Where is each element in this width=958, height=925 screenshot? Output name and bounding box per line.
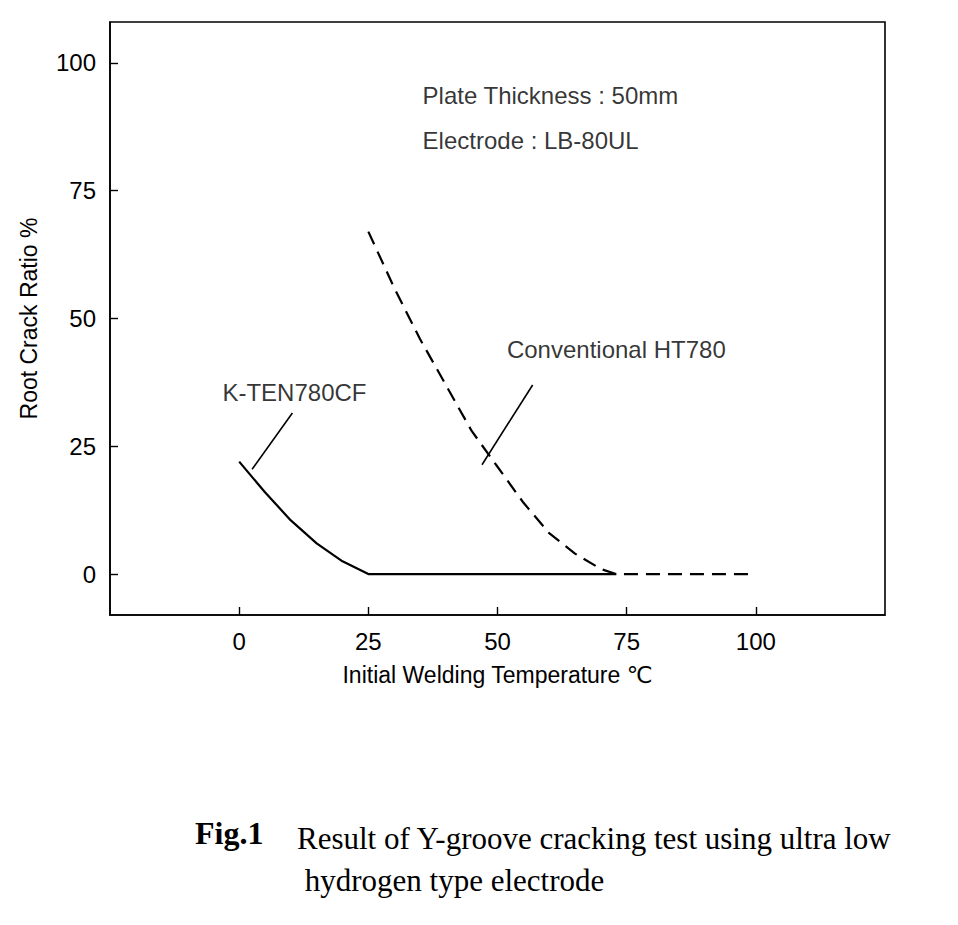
svg-text:Fig.1: Fig.1 bbox=[195, 815, 263, 851]
svg-text:0: 0 bbox=[83, 561, 96, 588]
svg-text:hydrogen type electrode: hydrogen type electrode bbox=[297, 863, 604, 898]
svg-text:Conventional HT780: Conventional HT780 bbox=[507, 336, 726, 363]
svg-text:25: 25 bbox=[69, 433, 96, 460]
svg-text:K-TEN780CF: K-TEN780CF bbox=[222, 379, 366, 406]
svg-text:100: 100 bbox=[56, 49, 96, 76]
svg-text:Electrode : LB-80UL: Electrode : LB-80UL bbox=[423, 127, 639, 154]
svg-text:Plate Thickness : 50mm: Plate Thickness : 50mm bbox=[423, 82, 679, 109]
svg-text:Root Crack Ratio %: Root Crack Ratio % bbox=[16, 218, 42, 420]
svg-text:50: 50 bbox=[484, 628, 511, 655]
svg-text:25: 25 bbox=[355, 628, 382, 655]
svg-text:Result of Y-groove cracking te: Result of Y-groove cracking test using u… bbox=[297, 821, 891, 856]
svg-text:50: 50 bbox=[69, 305, 96, 332]
svg-text:0: 0 bbox=[232, 628, 245, 655]
svg-text:75: 75 bbox=[69, 177, 96, 204]
svg-text:Initial Welding Temperature ℃: Initial Welding Temperature ℃ bbox=[342, 662, 652, 688]
svg-text:75: 75 bbox=[613, 628, 640, 655]
svg-text:100: 100 bbox=[736, 628, 776, 655]
